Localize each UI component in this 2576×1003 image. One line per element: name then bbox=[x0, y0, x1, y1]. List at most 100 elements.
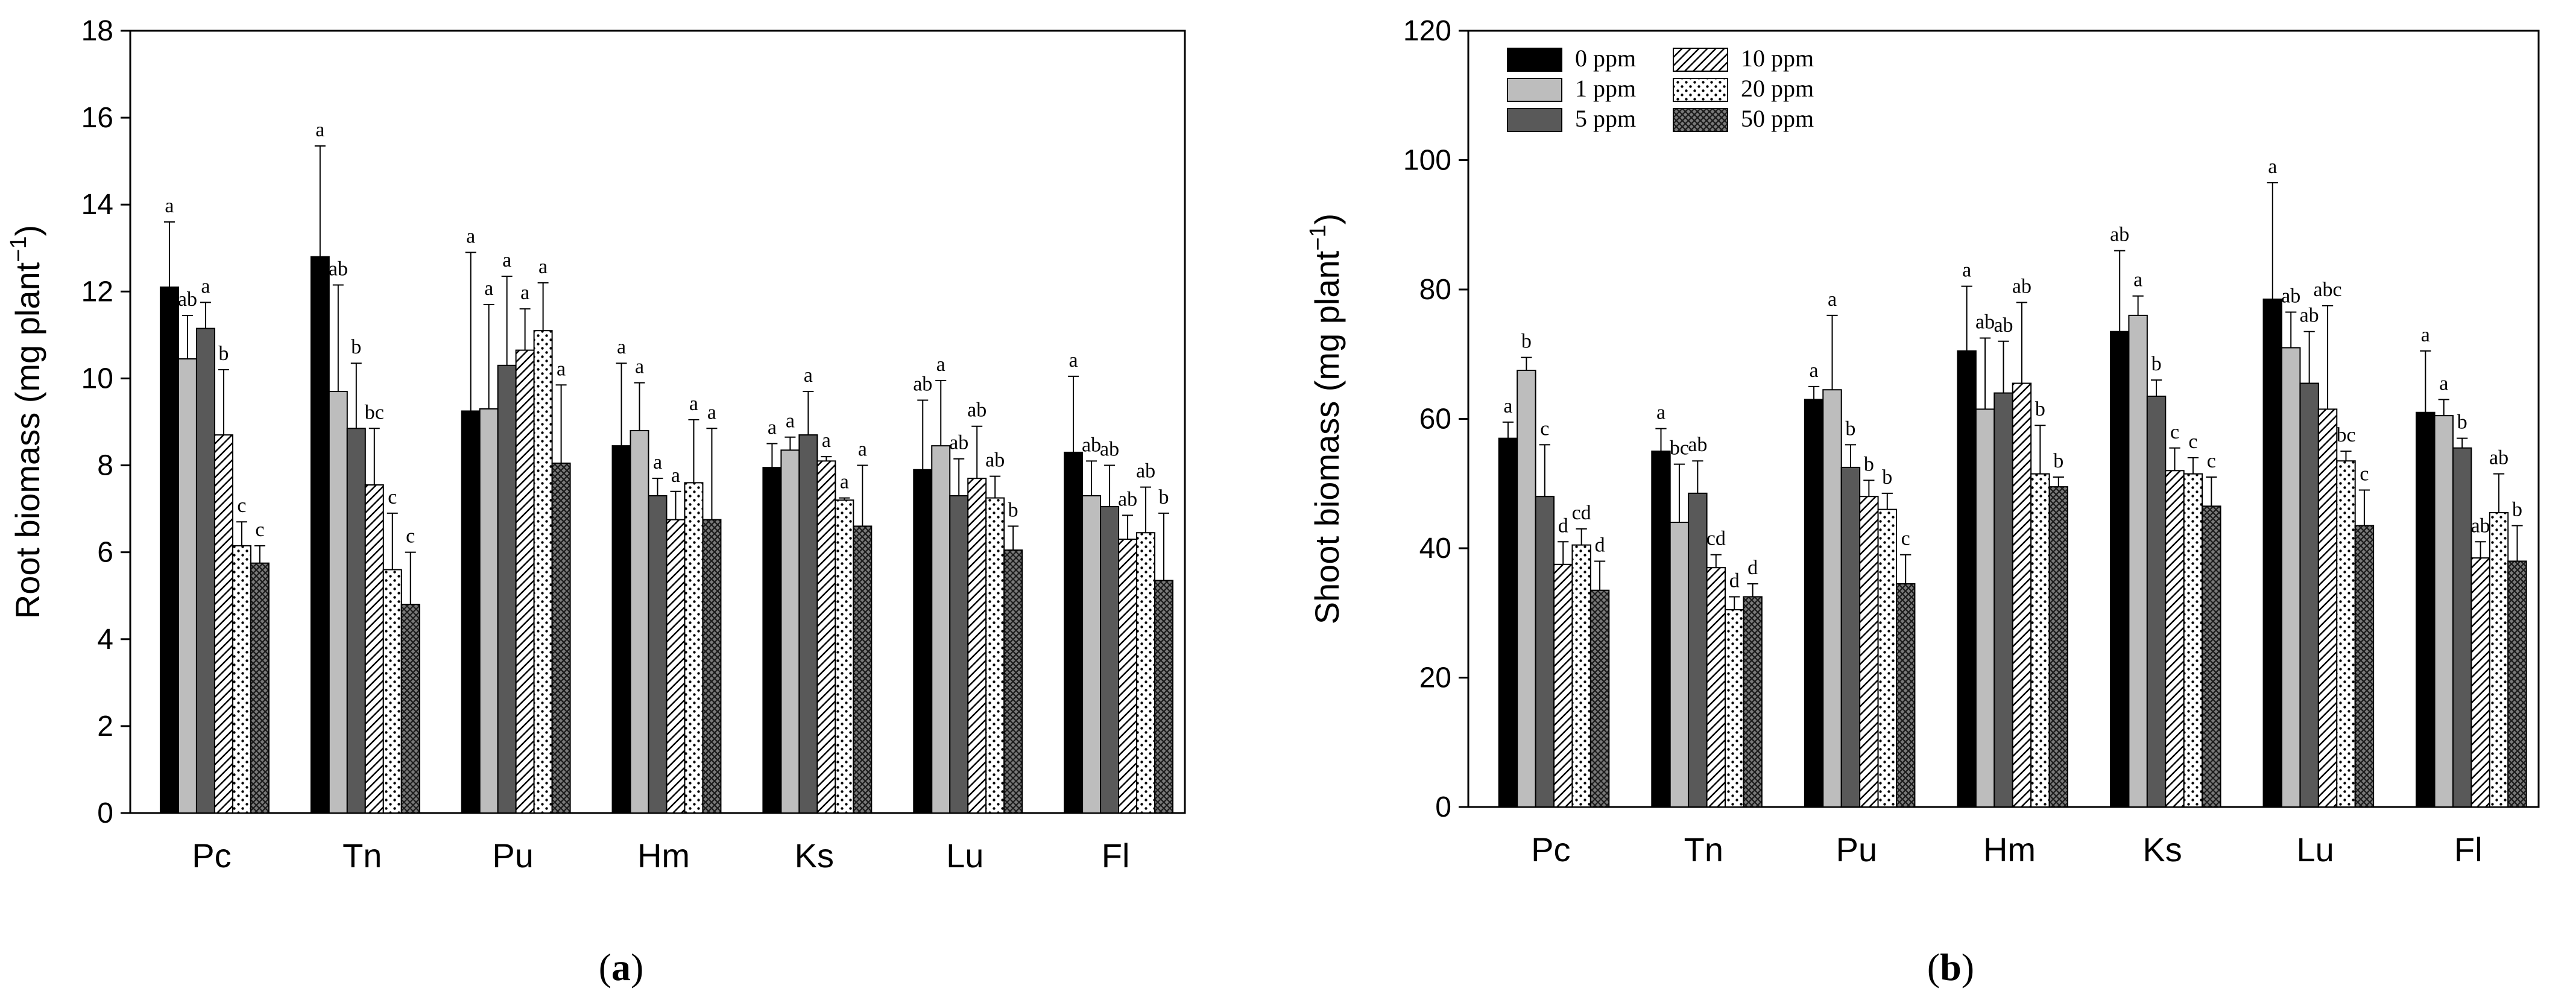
significance-letter: c bbox=[1540, 417, 1549, 440]
legend-label: 10 ppm bbox=[1741, 45, 1814, 72]
legend-label: 1 ppm bbox=[1575, 75, 1636, 102]
significance-letter: b bbox=[1864, 453, 1874, 475]
bar-Hm-50ppm bbox=[702, 519, 722, 814]
significance-letter: a bbox=[315, 119, 324, 141]
bar-Fl-1ppm bbox=[2434, 415, 2454, 808]
legend-swatch-0ppm bbox=[1507, 48, 1562, 72]
bar-Fl-50ppm bbox=[1154, 580, 1174, 814]
significance-letter: ab bbox=[1994, 314, 2013, 337]
significance-letter: a bbox=[822, 429, 831, 452]
bar-Lu-1ppm bbox=[931, 445, 951, 814]
y-tick-label: 14 bbox=[81, 189, 113, 221]
significance-letter: cd bbox=[1706, 528, 1726, 550]
bar-Ks-1ppm bbox=[2128, 314, 2148, 808]
significance-letter: ab bbox=[1136, 460, 1155, 483]
bar-Pc-1ppm bbox=[1517, 370, 1536, 808]
significance-letter: d bbox=[1595, 534, 1605, 556]
bar-Hm-1ppm bbox=[1975, 408, 1995, 808]
legend-swatch-1ppm bbox=[1507, 78, 1562, 102]
panel-label: (b) bbox=[1927, 946, 1974, 989]
legend-label: 0 ppm bbox=[1575, 45, 1636, 72]
y-tick-label: 4 bbox=[97, 624, 113, 656]
bar-Ks-10ppm bbox=[2165, 470, 2185, 808]
significance-letter: ab bbox=[949, 432, 968, 454]
significance-letter: c bbox=[406, 525, 415, 548]
bar-Tn-50ppm bbox=[400, 604, 420, 814]
significance-letter: b bbox=[2512, 498, 2522, 520]
bar-Hm-50ppm bbox=[2048, 486, 2069, 808]
bar-Tn-0ppm bbox=[310, 256, 330, 814]
y-tick-label: 20 bbox=[1419, 662, 1451, 694]
bar-Hm-20ppm bbox=[2030, 473, 2050, 808]
significance-letter: a bbox=[617, 336, 626, 358]
significance-letter: d bbox=[1747, 557, 1758, 579]
legend: 0 ppm 1 ppm 5 ppm 10 ppm 20 ppm 50 ppm bbox=[1507, 45, 1814, 132]
y-axis-title-text: Root biomass (mg plant bbox=[8, 262, 46, 619]
significance-letter: c bbox=[2360, 463, 2369, 485]
significance-letter: d bbox=[1558, 514, 1568, 537]
significance-letter: a bbox=[557, 358, 566, 380]
bar-Tn-0ppm bbox=[1651, 451, 1671, 808]
significance-letter: a bbox=[2439, 372, 2448, 394]
legend-label: 50 ppm bbox=[1741, 105, 1814, 132]
significance-letter: c bbox=[1901, 528, 1910, 550]
bar-Pc-5ppm bbox=[195, 327, 215, 814]
y-tick-label: 120 bbox=[1403, 15, 1451, 47]
bar-Lu-20ppm bbox=[2336, 460, 2356, 808]
bar-Hm-10ppm bbox=[666, 519, 686, 814]
bar-Pu-0ppm bbox=[461, 410, 481, 814]
significance-letter: b bbox=[1845, 417, 1855, 440]
significance-letter: a bbox=[466, 225, 475, 247]
bar-Lu-0ppm bbox=[2262, 299, 2283, 808]
bar-Pu-10ppm bbox=[515, 349, 535, 814]
significance-letter: ab bbox=[2489, 447, 2508, 469]
bar-Hm-0ppm bbox=[611, 445, 631, 814]
bar-Ks-1ppm bbox=[780, 449, 800, 814]
bar-Fl-0ppm bbox=[1064, 451, 1084, 814]
bar-Pu-5ppm bbox=[497, 364, 517, 814]
bar-Hm-5ppm bbox=[1994, 392, 2013, 808]
panel-b-shoot-biomass: 0 20 40 60 80 100 120 Shoot biomass (mg plant−1… bbox=[1305, 15, 2540, 989]
significance-letter: ab bbox=[967, 399, 987, 422]
legend-label: 20 ppm bbox=[1741, 75, 1814, 102]
significance-letter: a bbox=[1962, 259, 1971, 282]
panel-label: (a) bbox=[599, 946, 644, 989]
bar-Lu-0ppm bbox=[913, 469, 933, 814]
legend-swatch-5ppm bbox=[1507, 108, 1562, 132]
significance-letter: ab bbox=[1100, 438, 1119, 461]
bar-Tn-20ppm bbox=[1725, 609, 1744, 808]
significance-letter: a bbox=[502, 249, 511, 271]
bar-Pu-1ppm bbox=[1822, 389, 1842, 808]
significance-letter: ab bbox=[1082, 434, 1101, 456]
significance-letter: c bbox=[237, 495, 246, 517]
bar-Hm-0ppm bbox=[1957, 350, 1977, 808]
y-axis-title-text: Shoot biomass (mg plant bbox=[1308, 250, 1346, 624]
significance-letter: a bbox=[768, 417, 777, 439]
x-tick-label: Fl bbox=[2454, 831, 2483, 869]
bar-Pu-20ppm bbox=[533, 330, 553, 814]
bar-Ks-5ppm bbox=[798, 434, 818, 814]
bar-Fl-10ppm bbox=[1118, 539, 1138, 814]
x-tick-label: Tn bbox=[343, 837, 382, 875]
y-tick-label: 12 bbox=[81, 276, 113, 308]
bar-Pc-20ppm bbox=[1571, 544, 1591, 808]
significance-letter: a bbox=[2421, 324, 2430, 346]
panel-label-close: ) bbox=[631, 946, 643, 989]
significance-letter: ab bbox=[1975, 311, 1995, 333]
significance-letter: b bbox=[1882, 466, 1892, 489]
bar-Ks-50ppm bbox=[853, 525, 873, 814]
x-tick-label: Hm bbox=[1983, 831, 2036, 869]
significance-letter: a bbox=[1656, 402, 1665, 424]
significance-letter: a bbox=[484, 277, 493, 300]
bar-Hm-1ppm bbox=[630, 429, 649, 814]
bar-Pu-10ppm bbox=[1859, 496, 1879, 808]
bar-Ks-0ppm bbox=[762, 467, 782, 814]
x-tick-label: Pu bbox=[1836, 831, 1878, 869]
y-tick-label: 8 bbox=[97, 450, 113, 482]
x-tick-label: Ks bbox=[2142, 831, 2182, 869]
bar-Fl-10ppm bbox=[2470, 557, 2490, 808]
significance-letter: ab bbox=[1688, 434, 1707, 456]
bar-Pc-5ppm bbox=[1535, 496, 1555, 808]
significance-letter: a bbox=[520, 282, 529, 304]
panel-label-open: ( bbox=[1927, 946, 1940, 989]
